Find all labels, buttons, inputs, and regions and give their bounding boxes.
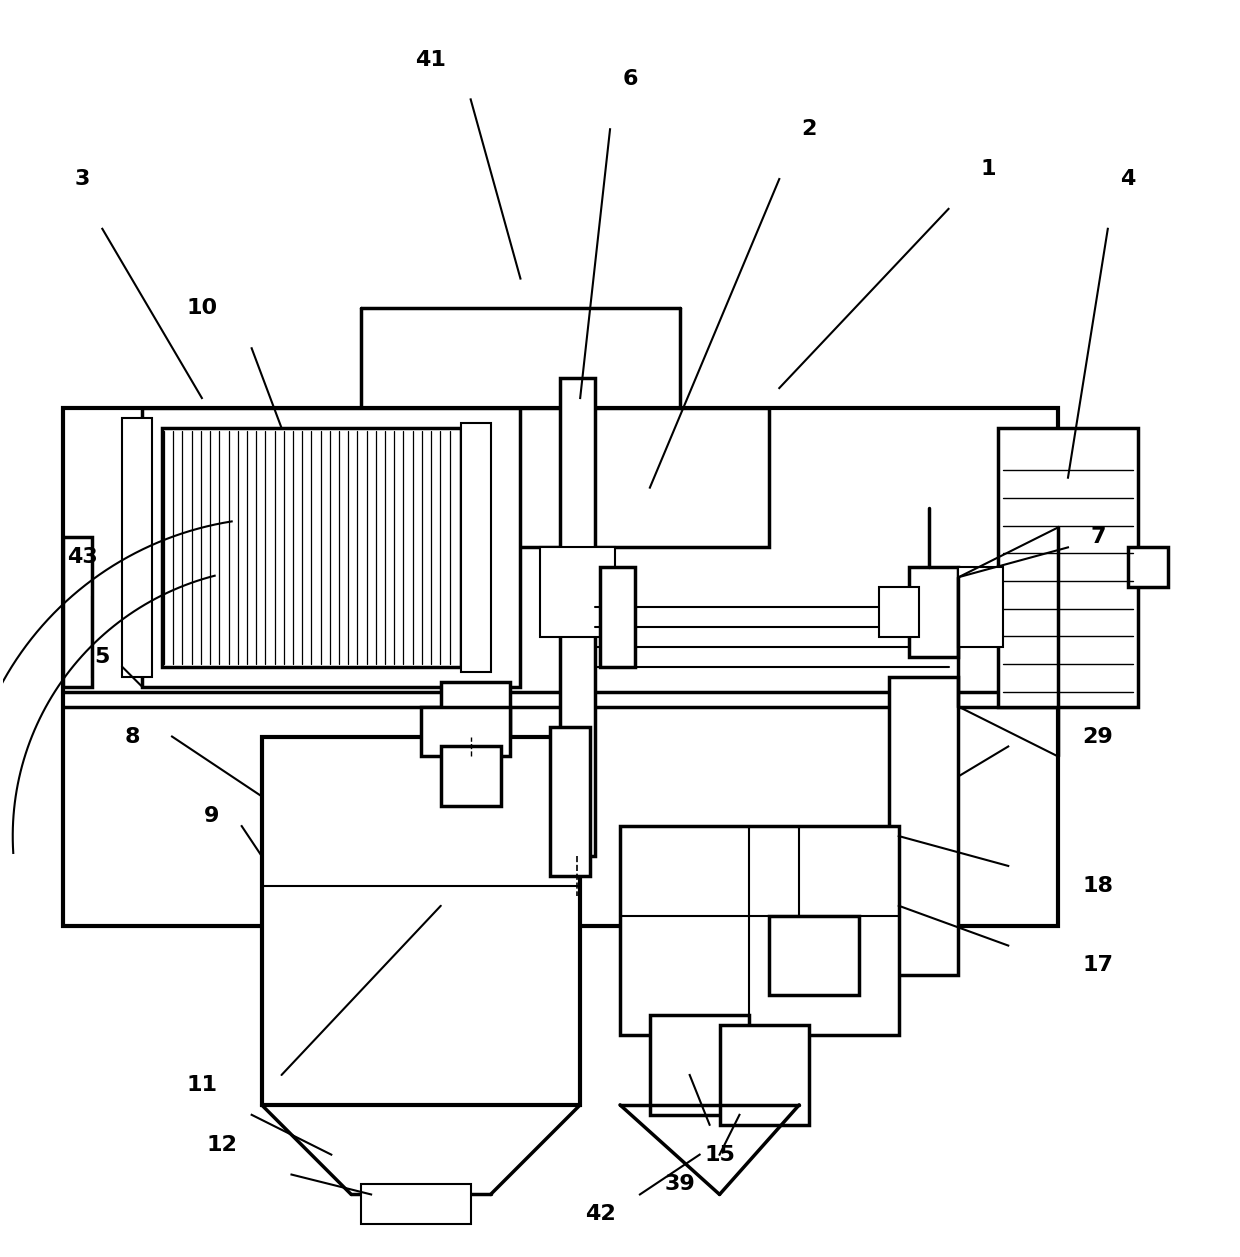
Bar bbox=[909, 567, 959, 657]
Bar bbox=[1127, 547, 1168, 587]
Text: 2: 2 bbox=[801, 119, 817, 140]
Text: 1: 1 bbox=[981, 160, 996, 178]
Text: 4: 4 bbox=[1120, 168, 1136, 189]
Bar bbox=[361, 1184, 471, 1224]
Bar bbox=[600, 567, 635, 666]
Text: 29: 29 bbox=[1083, 727, 1114, 747]
Bar bbox=[461, 422, 491, 671]
Bar bbox=[551, 727, 590, 876]
Bar bbox=[456, 742, 496, 787]
Bar bbox=[162, 427, 461, 666]
Text: 5: 5 bbox=[94, 647, 110, 667]
Text: 7: 7 bbox=[1090, 528, 1106, 547]
Text: 12: 12 bbox=[206, 1135, 237, 1155]
Bar bbox=[123, 417, 153, 676]
Bar bbox=[541, 547, 615, 637]
Bar bbox=[719, 1026, 810, 1125]
Text: 10: 10 bbox=[186, 298, 217, 318]
Bar bbox=[291, 409, 769, 547]
Text: 18: 18 bbox=[1083, 876, 1114, 896]
Bar bbox=[321, 409, 739, 528]
Text: 42: 42 bbox=[585, 1204, 615, 1224]
Bar bbox=[440, 681, 511, 747]
Bar bbox=[560, 378, 595, 856]
Bar bbox=[879, 587, 919, 637]
Bar bbox=[143, 409, 521, 686]
Bar bbox=[620, 826, 899, 1036]
Bar bbox=[959, 567, 1003, 647]
Bar bbox=[769, 915, 859, 996]
Bar bbox=[889, 676, 959, 975]
Text: 9: 9 bbox=[205, 806, 219, 826]
Bar bbox=[62, 409, 1058, 925]
Bar bbox=[62, 538, 92, 686]
Text: 43: 43 bbox=[67, 547, 98, 567]
Text: 11: 11 bbox=[186, 1075, 217, 1095]
Bar bbox=[650, 1016, 749, 1115]
Text: 41: 41 bbox=[415, 49, 446, 69]
Text: 6: 6 bbox=[622, 69, 637, 89]
Bar bbox=[440, 747, 501, 806]
Bar bbox=[998, 427, 1137, 706]
Bar bbox=[420, 706, 511, 757]
Text: 3: 3 bbox=[74, 168, 91, 189]
Text: 17: 17 bbox=[1083, 955, 1114, 975]
Text: 8: 8 bbox=[124, 727, 140, 747]
Text: 15: 15 bbox=[704, 1145, 735, 1165]
Text: 39: 39 bbox=[665, 1174, 696, 1194]
Bar bbox=[262, 737, 580, 1105]
